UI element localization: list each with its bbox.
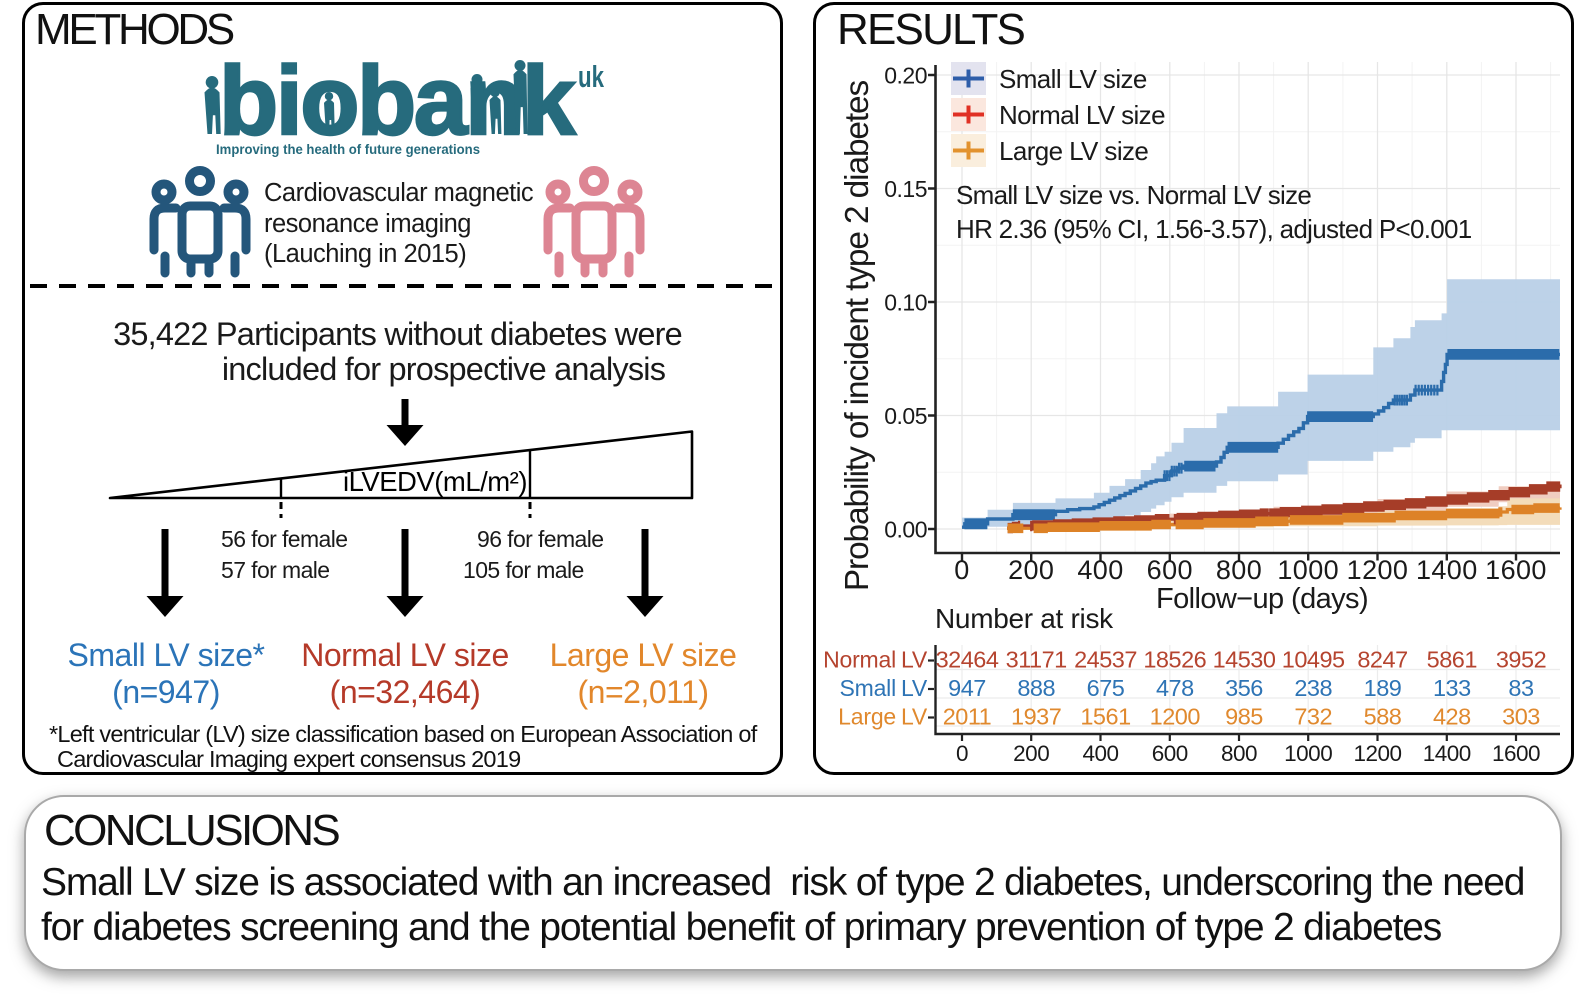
svg-text:3952: 3952: [1496, 647, 1546, 673]
svg-text:133: 133: [1433, 675, 1471, 701]
svg-text:0.05: 0.05: [884, 403, 927, 429]
svg-text:LV: LV: [901, 704, 928, 730]
svg-text:0.00: 0.00: [884, 517, 927, 543]
svg-text:1600: 1600: [1485, 555, 1547, 585]
svg-text:428: 428: [1433, 704, 1471, 730]
svg-text:Normal: Normal: [823, 647, 896, 673]
svg-text:200: 200: [1013, 741, 1049, 766]
svg-text:Probability of incident type 2: Probability of incident type 2 diabetes: [839, 80, 876, 591]
svg-text:Follow−up (days): Follow−up (days): [1156, 583, 1368, 615]
svg-text:Improving the health of future: Improving the health of future generatio…: [216, 141, 480, 157]
svg-text:1561: 1561: [1080, 704, 1130, 730]
svg-text:985: 985: [1225, 704, 1263, 730]
svg-text:588: 588: [1364, 704, 1402, 730]
svg-text:LV: LV: [901, 675, 928, 701]
svg-text:675: 675: [1087, 675, 1125, 701]
svg-text:Small LV size: Small LV size: [999, 64, 1147, 94]
svg-text:238: 238: [1294, 675, 1332, 701]
svg-text:18526: 18526: [1143, 647, 1206, 673]
svg-text:400: 400: [1077, 555, 1123, 585]
svg-text:83: 83: [1508, 675, 1534, 701]
svg-text:Large LV size: Large LV size: [999, 136, 1148, 166]
svg-text:8247: 8247: [1357, 647, 1407, 673]
svg-text:800: 800: [1216, 555, 1262, 585]
svg-text:0: 0: [956, 741, 968, 766]
svg-text:32464: 32464: [936, 647, 999, 673]
svg-text:1200: 1200: [1347, 555, 1409, 585]
svg-text:400: 400: [1082, 741, 1118, 766]
svg-text:478: 478: [1156, 675, 1194, 701]
svg-text:2011: 2011: [943, 704, 992, 730]
svg-text:31171: 31171: [1006, 647, 1067, 673]
svg-text:0.20: 0.20: [884, 63, 927, 89]
svg-text:iLVEDV(mL/m²): iLVEDV(mL/m²): [343, 466, 527, 497]
svg-text:200: 200: [1008, 555, 1054, 585]
svg-text:0.15: 0.15: [884, 176, 927, 202]
svg-text:1200: 1200: [1353, 741, 1401, 766]
svg-text:24537: 24537: [1074, 647, 1137, 673]
svg-text:1400: 1400: [1416, 555, 1478, 585]
svg-text:uk: uk: [578, 59, 605, 94]
svg-text:189: 189: [1364, 675, 1402, 701]
svg-text:600: 600: [1147, 555, 1193, 585]
svg-text:Number at risk: Number at risk: [935, 603, 1114, 634]
svg-text:732: 732: [1294, 704, 1332, 730]
svg-text:947: 947: [948, 675, 986, 701]
svg-text:LV: LV: [901, 647, 928, 673]
svg-text:1000: 1000: [1284, 741, 1332, 766]
svg-text:1600: 1600: [1492, 741, 1540, 766]
svg-text:1400: 1400: [1423, 741, 1471, 766]
svg-text:0: 0: [954, 555, 969, 585]
svg-text:10495: 10495: [1282, 647, 1345, 673]
svg-text:1200: 1200: [1150, 704, 1201, 730]
svg-text:0.10: 0.10: [884, 290, 927, 316]
svg-text:HR 2.36 (95% CI, 1.56-3.57), a: HR 2.36 (95% CI, 1.56-3.57), adjusted P<…: [956, 214, 1472, 244]
svg-text:356: 356: [1225, 675, 1263, 701]
svg-text:Small: Small: [839, 675, 896, 701]
svg-text:1937: 1937: [1011, 704, 1061, 730]
svg-text:5861: 5861: [1427, 647, 1477, 673]
svg-text:Small LV size vs. Normal LV si: Small LV size vs. Normal LV size: [956, 180, 1311, 210]
svg-text:303: 303: [1502, 704, 1540, 730]
svg-text:Normal LV size: Normal LV size: [999, 100, 1165, 130]
svg-text:1000: 1000: [1277, 555, 1339, 585]
svg-text:Large: Large: [838, 704, 896, 730]
svg-text:600: 600: [1152, 741, 1188, 766]
svg-text:14530: 14530: [1213, 647, 1276, 673]
svg-text:888: 888: [1017, 675, 1055, 701]
svg-text:800: 800: [1221, 741, 1257, 766]
